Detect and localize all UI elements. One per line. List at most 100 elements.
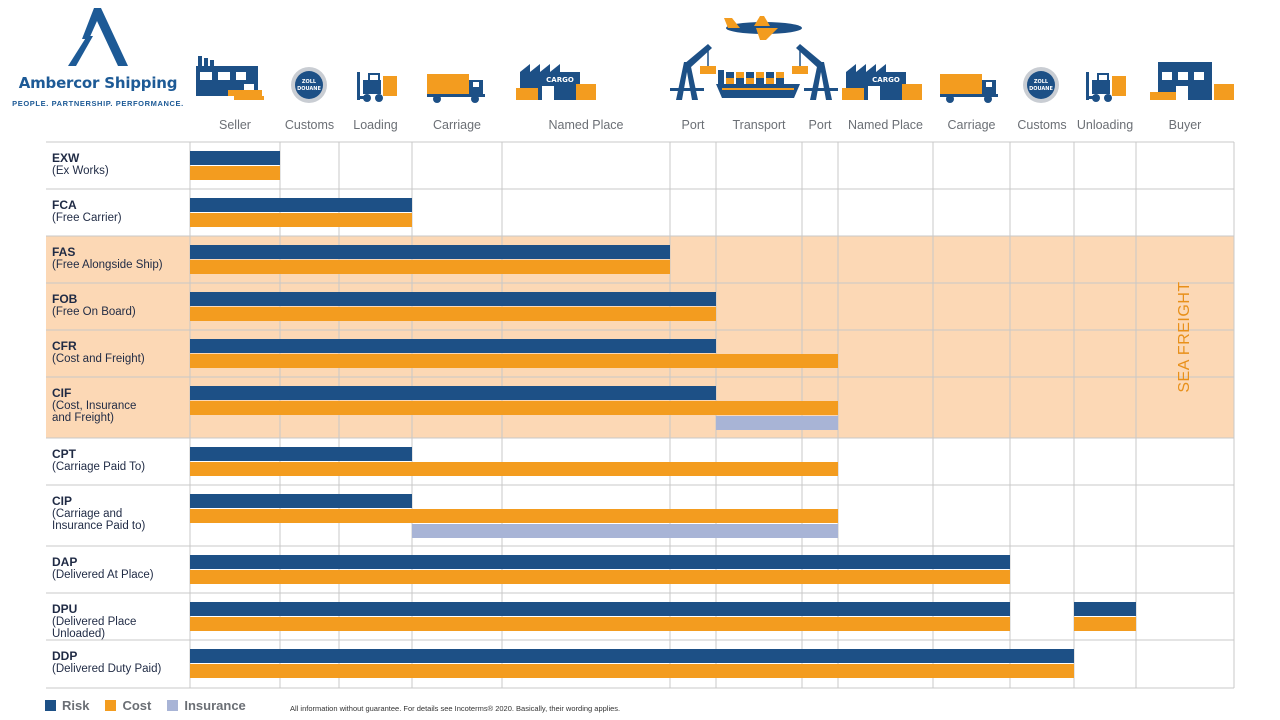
cargo-ship-icon bbox=[716, 70, 800, 98]
risk-bar-fca bbox=[190, 198, 412, 212]
insurance-bar-cip bbox=[412, 524, 838, 538]
term-label: CIP (Carriage and Insurance Paid to) bbox=[52, 495, 145, 533]
term-code: DPU bbox=[52, 602, 78, 616]
term-label: CPT (Carriage Paid To) bbox=[52, 448, 145, 473]
column-label: Transport bbox=[732, 118, 786, 132]
term-name: (Delivered Place Unloaded) bbox=[52, 615, 137, 641]
risk-bar-cpt bbox=[190, 447, 412, 461]
warehouse-sign-left: CARGO bbox=[546, 76, 574, 84]
company-logo: Ambercor Shipping PEOPLE. PARTNERSHIP. P… bbox=[0, 0, 200, 115]
term-label: DAP (Delivered At Place) bbox=[52, 556, 154, 581]
term-code: FOB bbox=[52, 292, 78, 306]
term-name: (Delivered Duty Paid) bbox=[52, 662, 162, 675]
footnote: All information without guarantee. For d… bbox=[290, 704, 621, 713]
column-label: Unloading bbox=[1076, 118, 1134, 132]
term-label: FCA (Free Carrier) bbox=[52, 199, 122, 224]
term-code: DDP bbox=[52, 649, 78, 663]
term-code: CPT bbox=[52, 447, 76, 461]
legend-cost-label: Cost bbox=[122, 698, 152, 713]
risk-bar-exw bbox=[190, 151, 280, 165]
cost-bar-cip bbox=[190, 509, 838, 523]
term-code: EXW bbox=[52, 151, 80, 165]
term-code: FAS bbox=[52, 245, 76, 259]
legend-cost-swatch bbox=[105, 700, 117, 711]
cost-extra-bar-dpu bbox=[1074, 617, 1136, 631]
legend-insurance-label: Insurance bbox=[184, 698, 246, 713]
term-label: FOB (Free On Board) bbox=[52, 293, 136, 318]
cost-bar-dap bbox=[190, 570, 1010, 584]
term-name: (Carriage and Insurance Paid to) bbox=[52, 507, 146, 533]
risk-bar-cip bbox=[190, 494, 412, 508]
forklift-icon bbox=[357, 72, 397, 102]
column-label: Port bbox=[681, 118, 705, 132]
column-label: Customs bbox=[284, 118, 335, 132]
term-label: CIF (Cost, Insurance and Freight) bbox=[52, 387, 136, 425]
column-label: Carriage bbox=[947, 118, 996, 132]
cost-bar-exw bbox=[190, 166, 280, 180]
risk-bar-ddp bbox=[190, 649, 1074, 663]
port-crane-left-icon bbox=[670, 44, 716, 100]
term-name: (Delivered At Place) bbox=[52, 568, 154, 581]
term-code: CFR bbox=[52, 339, 77, 353]
seller-factory-icon bbox=[196, 56, 264, 100]
term-name: (Cost, Insurance and Freight) bbox=[52, 399, 137, 425]
column-label: Loading bbox=[353, 118, 398, 132]
legend-risk-label: Risk bbox=[62, 698, 90, 713]
term-label: CFR (Cost and Freight) bbox=[52, 340, 145, 365]
term-name: (Free On Board) bbox=[52, 305, 136, 318]
risk-bar-cfr bbox=[190, 339, 716, 353]
cost-bar-dpu bbox=[190, 617, 1010, 631]
warehouse-cargo-right-icon: CARGO bbox=[842, 64, 922, 100]
column-label: Named Place bbox=[847, 118, 924, 132]
column-label: Carriage bbox=[433, 118, 481, 132]
column-label: Customs bbox=[1017, 118, 1067, 132]
cost-bar-fob bbox=[190, 307, 716, 321]
term-code: DAP bbox=[52, 555, 78, 569]
customs-stamp-right-bottom: DOUANE bbox=[1029, 86, 1053, 92]
sea-freight-label: SEA FREIGHT bbox=[1176, 281, 1193, 393]
column-label: Named Place bbox=[548, 118, 624, 132]
legend-insurance: Insurance bbox=[167, 698, 246, 713]
column-label: Seller bbox=[219, 118, 251, 132]
customs-stamp-bottom: DOUANE bbox=[297, 86, 321, 92]
port-crane-right-icon bbox=[792, 44, 838, 100]
term-label: DDP (Delivered Duty Paid) bbox=[52, 650, 161, 675]
forklift-right-icon bbox=[1086, 72, 1126, 102]
risk-extra-bar-dpu bbox=[1074, 602, 1136, 616]
legend-insurance-swatch bbox=[167, 700, 179, 711]
term-label: EXW (Ex Works) bbox=[52, 152, 109, 177]
risk-bar-fob bbox=[190, 292, 716, 306]
legend-risk: Risk bbox=[45, 698, 89, 713]
cost-bar-cfr bbox=[190, 354, 838, 368]
term-name: (Free Alongside Ship) bbox=[52, 258, 163, 271]
truck-right-icon bbox=[940, 74, 998, 103]
cost-bar-ddp bbox=[190, 664, 1074, 678]
risk-bar-fas bbox=[190, 245, 670, 259]
customs-stamp-icon: ZOLL DOUANE bbox=[291, 67, 327, 103]
logo-mark-icon bbox=[68, 8, 128, 66]
column-label: Port bbox=[808, 118, 832, 132]
term-code: CIP bbox=[52, 494, 73, 508]
cost-bar-fca bbox=[190, 213, 412, 227]
risk-bar-dpu bbox=[190, 602, 1010, 616]
column-label: Buyer bbox=[1168, 118, 1202, 132]
legend-risk-swatch bbox=[45, 700, 56, 711]
cost-bar-cpt bbox=[190, 462, 838, 476]
risk-bar-cif bbox=[190, 386, 716, 400]
term-name: (Free Carrier) bbox=[52, 211, 122, 224]
customs-stamp-right-icon: ZOLL DOUANE bbox=[1023, 67, 1059, 103]
airplane-icon bbox=[724, 16, 802, 40]
term-label: DPU (Delivered Place Unloaded) bbox=[52, 603, 136, 641]
term-code: CIF bbox=[52, 386, 72, 400]
buyer-factory-icon bbox=[1150, 62, 1234, 100]
term-name: (Ex Works) bbox=[52, 164, 109, 177]
brand-tagline: PEOPLE. PARTNERSHIP. PERFORMANCE. bbox=[12, 99, 184, 108]
warehouse-cargo-icon: CARGO bbox=[516, 64, 596, 100]
legend-cost: Cost bbox=[105, 698, 151, 713]
warehouse-sign-right: CARGO bbox=[872, 76, 900, 84]
truck-icon bbox=[427, 74, 485, 103]
cost-bar-fas bbox=[190, 260, 670, 274]
term-code: FCA bbox=[52, 198, 77, 212]
risk-bar-dap bbox=[190, 555, 1010, 569]
